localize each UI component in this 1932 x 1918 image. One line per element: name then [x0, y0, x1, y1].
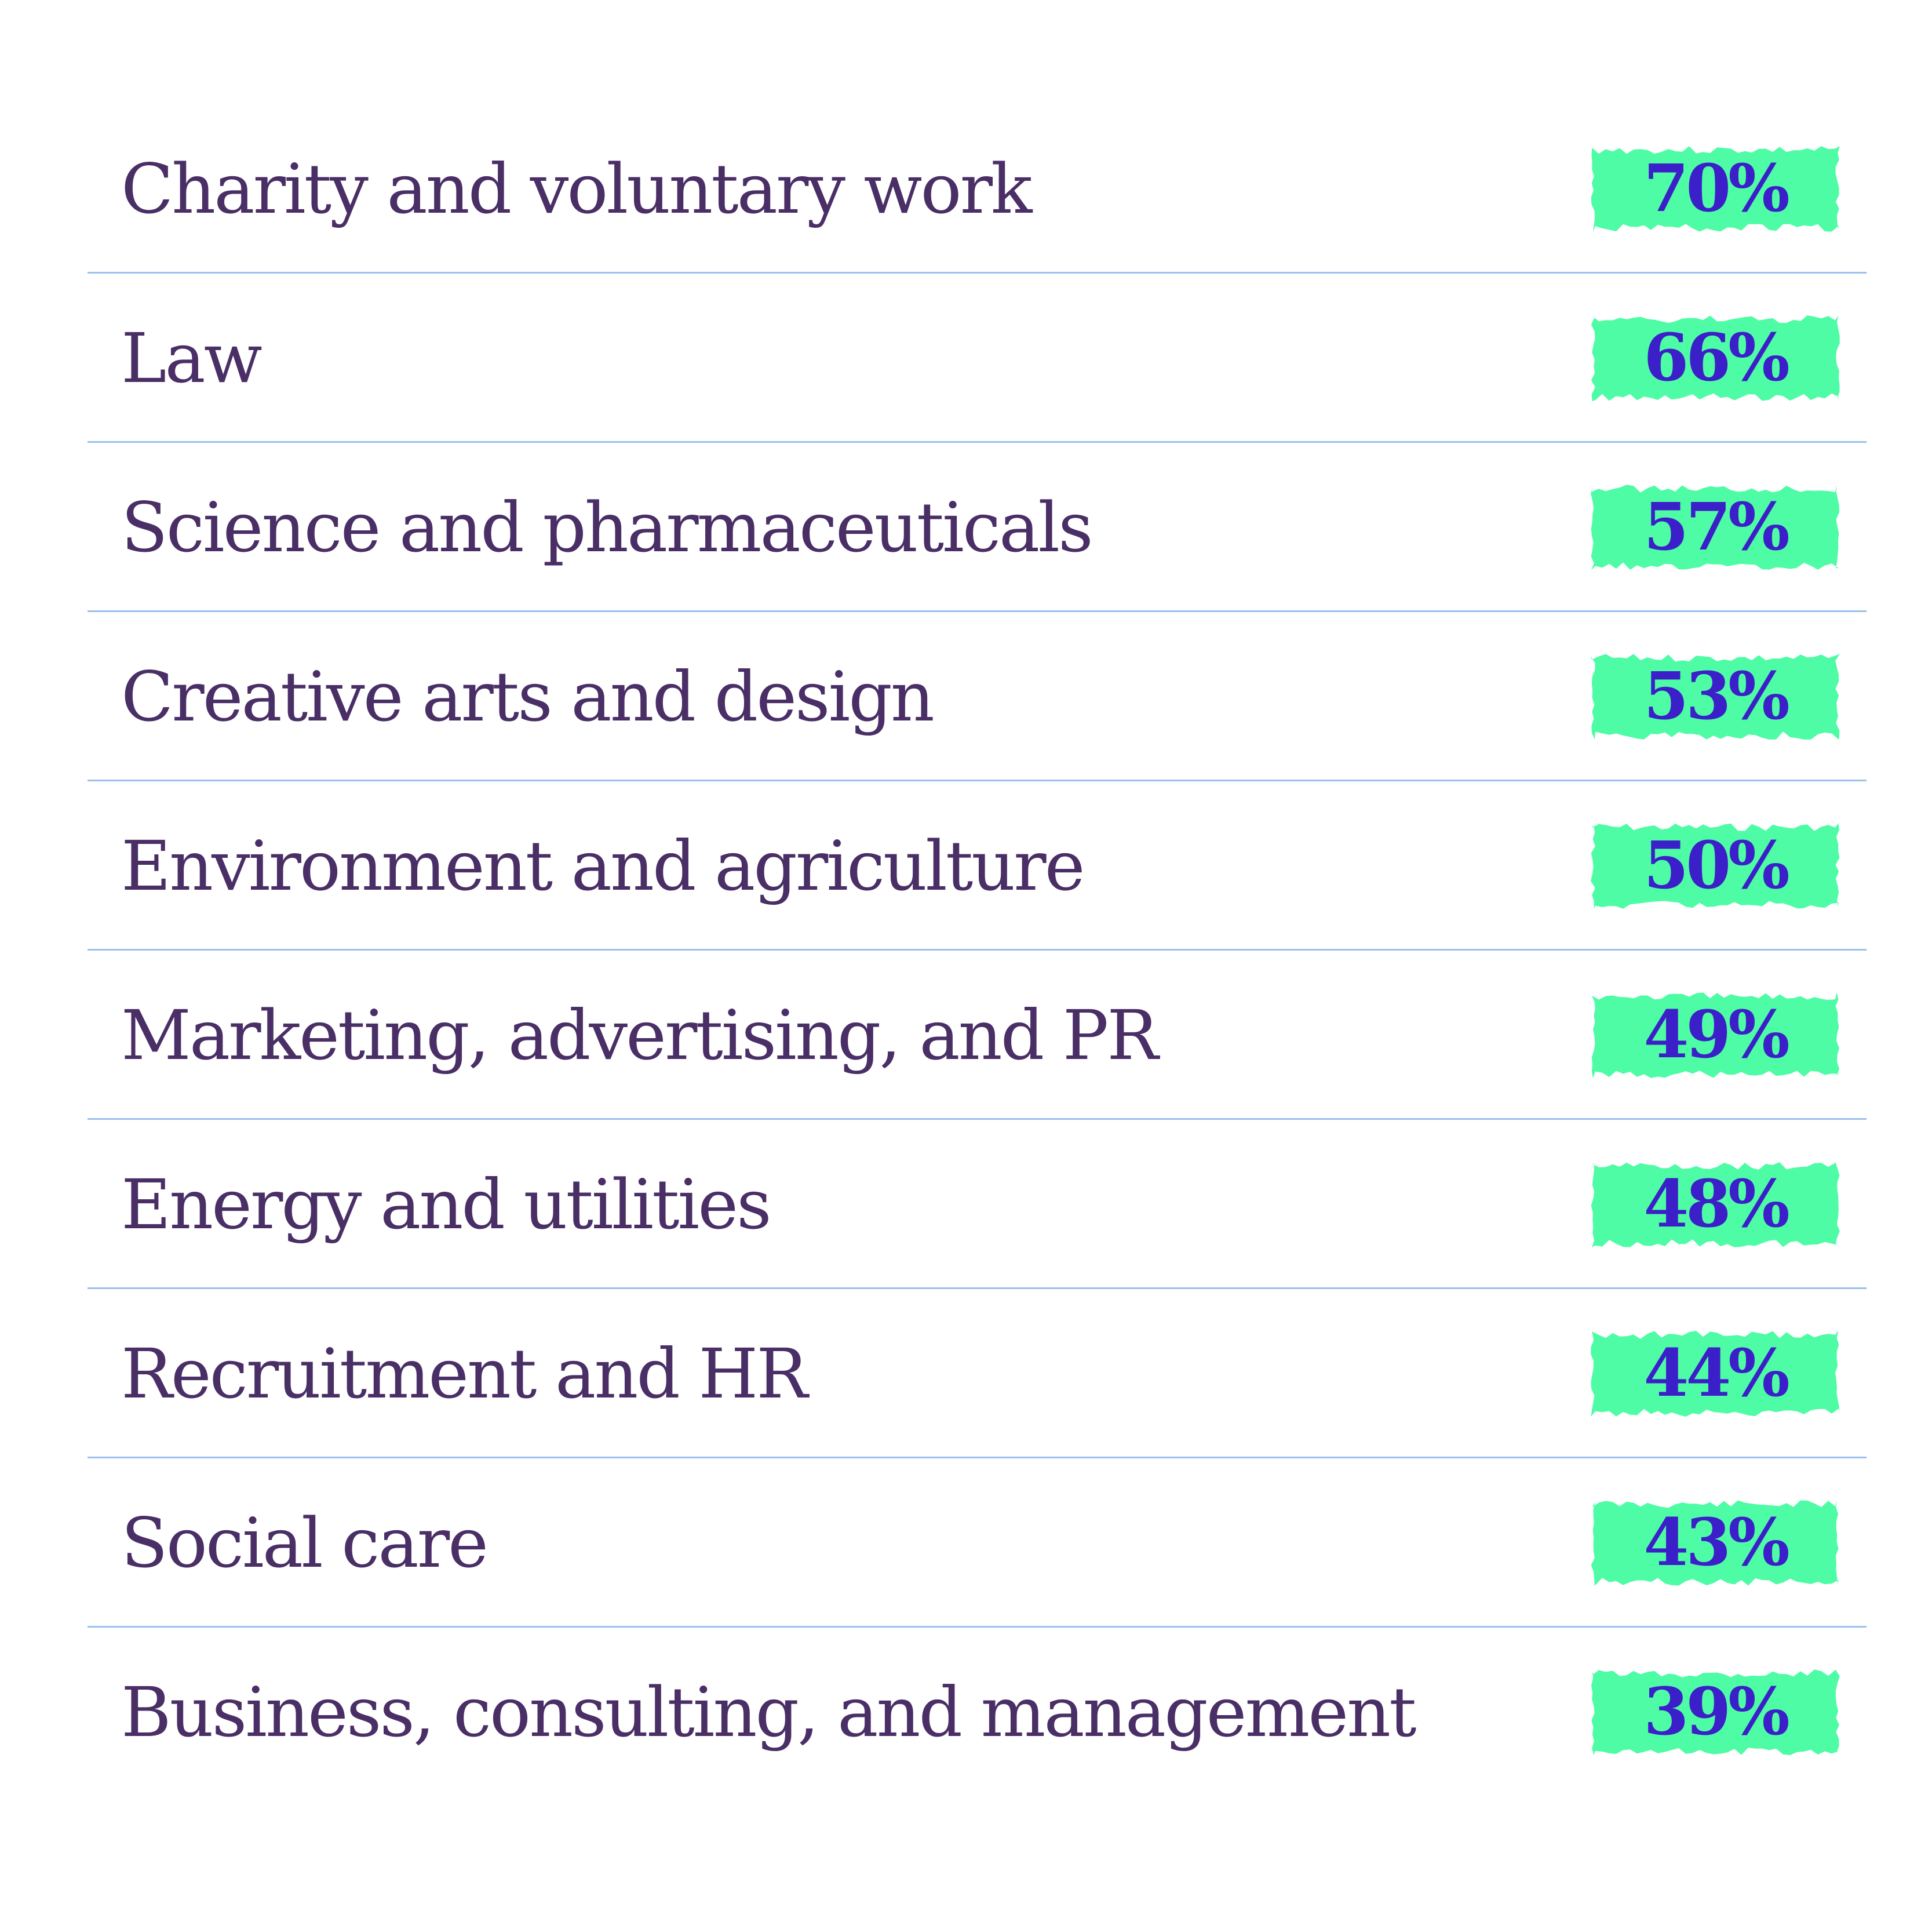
row-label: Recruitment and HR: [121, 1334, 808, 1414]
highlight-mark: [1591, 992, 1840, 1078]
highlight-swatch: [1591, 1500, 1839, 1586]
value-badge: 57%: [1588, 479, 1842, 576]
highlight-mark: [1591, 1500, 1839, 1586]
highlight-swatch: [1591, 146, 1840, 232]
row-divider: [88, 1118, 1867, 1120]
row-value: 39%: [1643, 1674, 1789, 1750]
value-badge: 50%: [1588, 817, 1842, 915]
value-badge: 43%: [1588, 1494, 1842, 1592]
row-label: Environment and agriculture: [121, 826, 1085, 906]
row-label: Charity and voluntary work: [121, 149, 1033, 229]
value-badge: 49%: [1588, 987, 1842, 1084]
highlight-swatch: [1591, 1669, 1840, 1755]
row-value: 66%: [1643, 320, 1789, 396]
value-badge: 39%: [1588, 1664, 1842, 1761]
highlight-swatch: [1591, 1331, 1839, 1417]
highlight-mark: [1591, 315, 1840, 401]
row-value: 48%: [1643, 1166, 1789, 1242]
row-label: Science and pharmaceuticals: [121, 487, 1093, 567]
row-value: 44%: [1643, 1335, 1789, 1411]
highlight-swatch: [1591, 823, 1840, 909]
row-label: Marketing, advertising, and PR: [121, 995, 1158, 1075]
value-badge: 44%: [1588, 1325, 1842, 1422]
highlight-mark: [1591, 823, 1840, 909]
row-divider: [88, 272, 1867, 274]
row-label: Law: [121, 318, 263, 398]
highlight-mark: [1591, 1331, 1839, 1417]
row-label: Creative arts and design: [121, 657, 935, 737]
highlight-mark: [1591, 654, 1840, 740]
row-divider: [88, 441, 1867, 443]
table-row: Charity and voluntary work 70%: [88, 104, 1867, 274]
row-value: 70%: [1643, 151, 1789, 227]
table-row: Environment and agriculture 50%: [88, 781, 1867, 951]
value-badge: 66%: [1588, 310, 1842, 407]
table-row: Recruitment and HR 44%: [88, 1289, 1867, 1458]
table-row: Science and pharmaceuticals 57%: [88, 443, 1867, 612]
highlight-mark: [1591, 485, 1839, 570]
value-badge: 48%: [1588, 1156, 1842, 1253]
row-divider: [88, 1457, 1867, 1458]
highlight-swatch: [1591, 1162, 1840, 1247]
row-value: 57%: [1643, 489, 1789, 565]
highlight-mark: [1591, 1669, 1840, 1755]
row-divider: [88, 610, 1867, 612]
row-value: 50%: [1643, 828, 1789, 904]
table-row: Social care 43%: [88, 1458, 1867, 1628]
table-row: Creative arts and design 53%: [88, 612, 1867, 781]
value-badge: 70%: [1588, 140, 1842, 238]
highlight-swatch: [1591, 992, 1840, 1078]
value-badge: 53%: [1588, 648, 1842, 745]
highlight-swatch: [1591, 315, 1840, 401]
highlight-mark: [1591, 146, 1840, 232]
table-row: Marketing, advertising, and PR 49%: [88, 951, 1867, 1120]
table-row: Energy and utilities 48%: [88, 1120, 1867, 1289]
row-divider: [88, 1287, 1867, 1289]
row-label: Social care: [121, 1503, 489, 1583]
highlight-swatch: [1591, 654, 1840, 740]
row-divider: [88, 780, 1867, 781]
row-value: 49%: [1643, 997, 1789, 1073]
highlight-swatch: [1591, 485, 1839, 570]
row-label: Business, consulting, and management: [121, 1672, 1417, 1752]
row-divider: [88, 949, 1867, 951]
highlight-mark: [1591, 1162, 1840, 1247]
row-value: 53%: [1643, 658, 1789, 734]
table-row: Business, consulting, and management 39%: [88, 1628, 1867, 1797]
row-label: Energy and utilities: [121, 1164, 772, 1244]
row-divider: [88, 1626, 1867, 1628]
row-value: 43%: [1643, 1505, 1789, 1581]
table-row: Law 66%: [88, 274, 1867, 443]
